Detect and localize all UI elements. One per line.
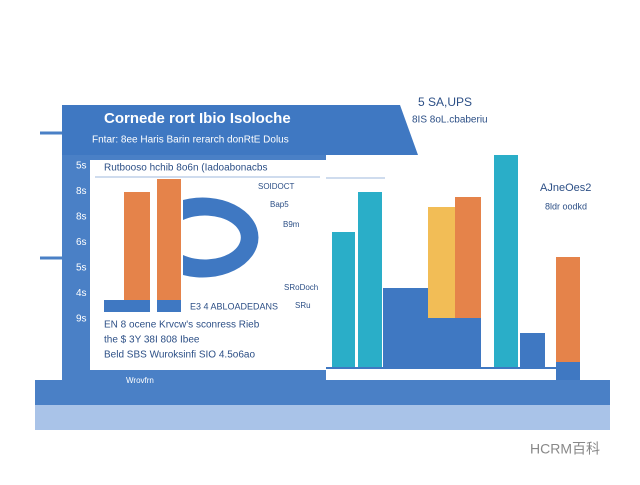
side-label: 9s — [76, 314, 87, 325]
side-label: 4s — [76, 288, 87, 299]
bar — [157, 179, 181, 300]
side-labels: 5s 8s 8s 6s 5s 4s 9s — [76, 161, 87, 325]
card-label: SOIDOCT — [258, 182, 295, 191]
side-label: 5s — [76, 161, 87, 172]
card-label: B9m — [283, 220, 300, 229]
right-subtitle: 8IS 8oL.cbaberiu — [412, 115, 488, 126]
platform-top — [35, 380, 610, 405]
bar — [520, 333, 545, 368]
card-label: SRu — [295, 301, 311, 310]
card-label: SRoDoch — [284, 283, 318, 292]
bar — [455, 197, 481, 325]
bar — [358, 192, 382, 368]
footer-label: Wrovfrn — [126, 376, 154, 385]
card-label: Bap5 — [270, 200, 289, 209]
card-line: Beld SBS Wuroksinfi SIO 4.5o6ao — [104, 350, 255, 361]
bar-base — [157, 300, 181, 312]
side-label: 8s — [76, 212, 87, 223]
right-title: 5 SA,UPS — [418, 95, 472, 109]
note-text: 8ldr oodkd — [545, 201, 587, 211]
card-lines: EN 8 ocene Krvcw's sconress Rieb the $ 3Y… — [104, 320, 260, 361]
bar — [383, 288, 428, 368]
side-label: 6s — [76, 237, 87, 248]
bar — [124, 192, 150, 300]
banner — [62, 105, 418, 155]
bar — [428, 207, 455, 318]
bar — [556, 257, 580, 362]
card-heading: Rutbooso hchib 8o6n (Iadoabonacbs — [104, 163, 267, 174]
banner-subtitle: Fntar: 8ee Haris Barin rerarch donRtE Do… — [92, 135, 289, 146]
side-label: 5s — [76, 263, 87, 274]
bar — [332, 232, 355, 368]
card-caption: E3 4 ABLOADEDANS — [190, 301, 278, 311]
card-labels: SOIDOCT Bap5 B9m SRoDoch SRu — [258, 182, 318, 310]
card-line: EN 8 ocene Krvcw's sconress Rieb — [104, 320, 260, 331]
card-line: the $ 3Y 38I 808 Ibee — [104, 335, 200, 346]
note-title: AJneOes2 — [540, 182, 591, 194]
bar — [494, 155, 518, 368]
bar — [556, 362, 580, 380]
bar-base — [104, 300, 150, 312]
watermark: HCRM百科 — [530, 441, 600, 457]
side-label: 8s — [76, 186, 87, 197]
banner-title: Cornede rort Ibio Isoloche — [104, 110, 291, 127]
donut — [183, 197, 259, 278]
platform-front — [35, 405, 610, 430]
bar — [428, 318, 481, 368]
